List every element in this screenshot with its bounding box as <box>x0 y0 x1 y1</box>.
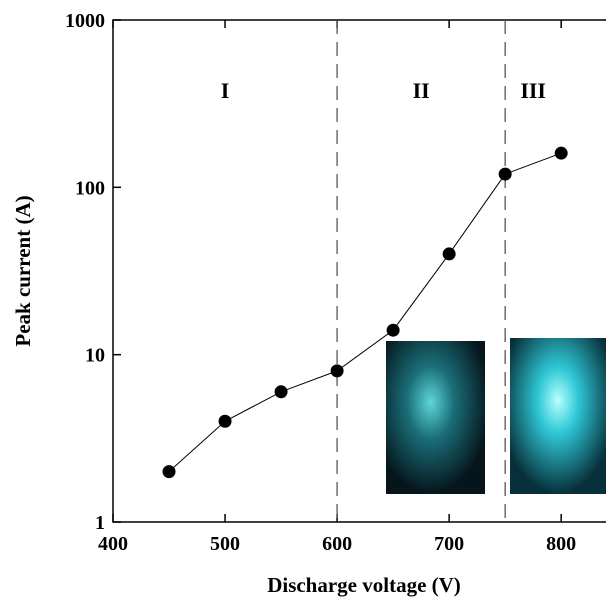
data-point <box>218 414 232 428</box>
region-label: II <box>413 78 430 103</box>
y-tick-label: 100 <box>75 177 105 199</box>
x-tick-label: 400 <box>98 533 128 555</box>
x-tick-label: 700 <box>434 533 464 555</box>
data-point <box>386 323 400 337</box>
x-tick-label: 800 <box>546 533 576 555</box>
inset-photo <box>510 338 606 494</box>
inset-photo <box>386 341 485 494</box>
data-point <box>554 146 568 160</box>
data-point <box>330 364 344 378</box>
x-tick-label: 600 <box>322 533 352 555</box>
y-tick-label: 1 <box>95 512 105 534</box>
region-label: III <box>520 78 546 103</box>
x-tick-label: 500 <box>210 533 240 555</box>
x-axis-title: Discharge voltage (V) <box>267 573 461 597</box>
data-point <box>162 465 176 479</box>
data-point <box>274 385 288 399</box>
data-line <box>168 152 562 472</box>
data-point <box>442 247 456 261</box>
y-tick-label: 1000 <box>65 10 105 32</box>
data-point <box>498 167 512 181</box>
y-tick-label: 10 <box>85 345 105 367</box>
region-label: I <box>221 78 230 103</box>
y-axis-title: Peak current (A) <box>11 195 35 346</box>
axis-frame <box>112 19 606 523</box>
